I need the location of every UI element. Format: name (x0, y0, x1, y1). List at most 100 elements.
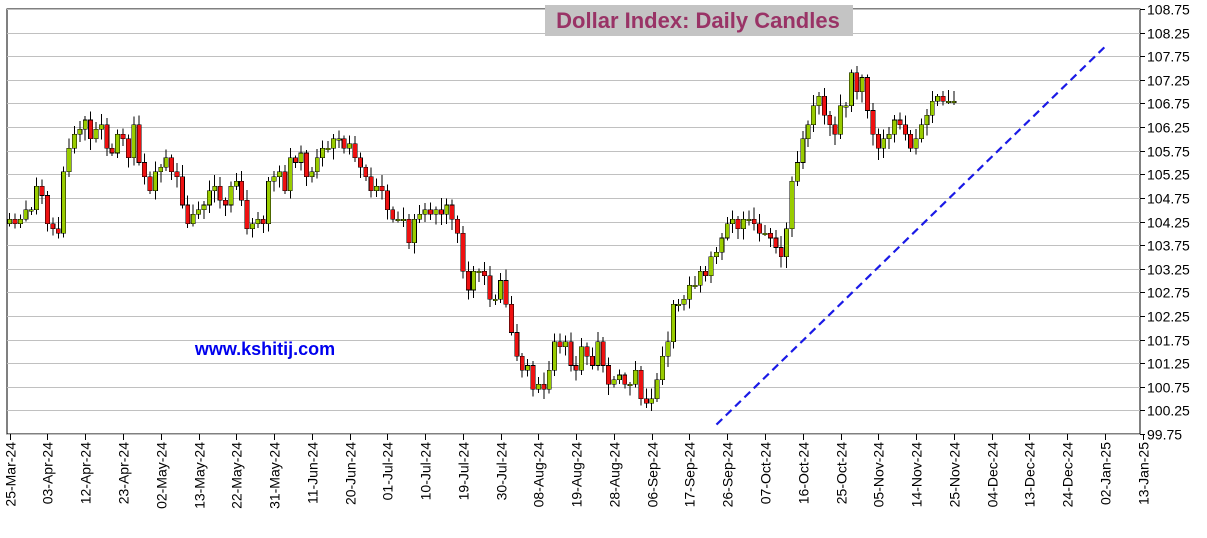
candle-body (854, 72, 860, 92)
candle (724, 216, 730, 241)
candle-body (260, 218, 266, 225)
candle (767, 228, 773, 247)
candle-body (865, 77, 870, 111)
candle-body (816, 96, 822, 107)
candle-body (730, 218, 736, 225)
candle-body (843, 105, 849, 108)
x-tick-label: 11-Jun-24 (305, 442, 321, 504)
candle (66, 138, 72, 177)
candle-body (859, 77, 865, 92)
y-tick-label: 108.75 (1147, 2, 1190, 18)
y-tick-label: 105.25 (1147, 167, 1190, 183)
y-tick-label: 105.75 (1147, 144, 1190, 160)
candle (514, 324, 520, 361)
y-tick-label: 101.25 (1147, 356, 1190, 372)
x-tick-label: 05-Nov-24 (871, 442, 887, 508)
candle (368, 167, 374, 198)
candle (444, 198, 450, 225)
candle-body (303, 152, 309, 177)
candle-body (525, 365, 531, 371)
candle (406, 214, 412, 249)
candle (77, 120, 83, 143)
candle-body (104, 124, 110, 149)
candle-body (487, 275, 493, 300)
candle (471, 265, 477, 298)
candle (93, 122, 99, 143)
candle-body (23, 209, 29, 220)
candle-body (444, 204, 450, 215)
candle (142, 153, 148, 185)
candle-body (633, 369, 639, 385)
candle-body (902, 124, 908, 135)
candle (223, 197, 228, 216)
candle-body (45, 195, 50, 225)
candle-body (196, 209, 201, 215)
x-tick-label: 24-Dec-24 (1060, 442, 1076, 508)
candle-body (654, 379, 660, 399)
candle (579, 337, 585, 376)
candle (476, 268, 482, 283)
candle (147, 171, 153, 194)
candle (665, 331, 671, 367)
candle-body (212, 185, 218, 192)
candle (929, 91, 935, 124)
candle-body (821, 96, 827, 116)
candle-body (714, 251, 719, 258)
candle (115, 129, 121, 158)
candle-body (50, 223, 56, 229)
candle (676, 298, 682, 312)
candle (293, 155, 299, 169)
candle-body (919, 124, 924, 140)
candle-body (61, 171, 67, 234)
candle (357, 152, 363, 179)
candle (714, 247, 719, 265)
candle-body (314, 157, 320, 173)
candle-body (589, 355, 595, 366)
candle-body (287, 157, 293, 192)
candle-body (514, 332, 520, 357)
candle-body (125, 138, 131, 159)
candle (320, 140, 326, 167)
y-tick-label: 102.25 (1147, 309, 1190, 325)
candle (401, 207, 407, 228)
candle (611, 375, 617, 388)
candle-body (649, 398, 655, 404)
candle (352, 135, 358, 163)
candle-body (665, 341, 671, 357)
candle-body (190, 214, 196, 225)
candle (794, 151, 800, 187)
candle (465, 261, 471, 300)
candle (455, 215, 460, 244)
candle (298, 145, 304, 171)
watermark: www.kshitij.com (194, 339, 335, 359)
candle-body (277, 171, 282, 177)
candle (778, 236, 784, 268)
x-tick-label: 04-Dec-24 (985, 442, 1001, 508)
candle (228, 181, 234, 213)
candle (924, 108, 930, 136)
candle-body (584, 346, 590, 357)
candle-body (503, 280, 509, 305)
candle-body (616, 374, 622, 380)
candle (951, 90, 957, 106)
x-tick-label: 25-Oct-24 (834, 442, 850, 504)
candle (589, 347, 595, 370)
candle (179, 165, 185, 209)
candle-body (579, 346, 585, 371)
candle (616, 369, 622, 384)
candle-body (643, 398, 649, 404)
y-tick-label: 106.25 (1147, 120, 1190, 136)
candle (935, 93, 941, 107)
y-tick-label: 108.25 (1147, 26, 1190, 42)
y-axis: 99.75 100.25 100.75 101.25 101.75 102.25 102.7… (1140, 2, 1190, 443)
y-tick-label: 104.75 (1147, 191, 1190, 207)
candle-body (298, 152, 304, 163)
y-tick-label: 100.75 (1147, 380, 1190, 396)
y-tick-label: 102.75 (1147, 285, 1190, 301)
candle (390, 206, 396, 223)
candle (363, 164, 369, 182)
candle-body (913, 138, 919, 149)
candle-body (611, 379, 617, 385)
candle (821, 88, 827, 125)
candle-body (352, 143, 358, 159)
